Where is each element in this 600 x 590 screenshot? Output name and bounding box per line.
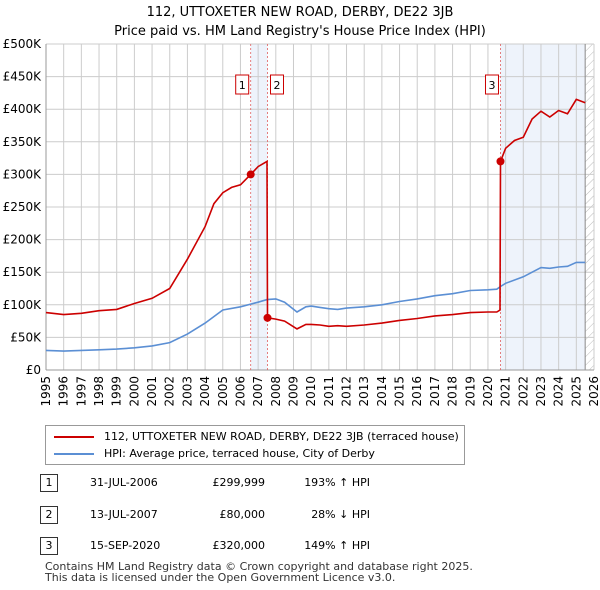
x-tick-label: 2021	[499, 376, 513, 407]
x-tick-label: 2024	[552, 376, 566, 407]
x-tick-label: 2025	[569, 376, 583, 407]
sale-point-1	[246, 170, 255, 179]
legend-item-property: 112, UTTOXETER NEW ROAD, DERBY, DE22 3JB…	[54, 429, 459, 445]
x-tick-label: 2008	[269, 376, 283, 407]
x-tick-label: 1996	[57, 376, 71, 407]
sale-date: 13-JUL-2007	[90, 508, 158, 521]
sale-number: 3	[40, 537, 58, 555]
x-tick-label: 2014	[375, 376, 389, 407]
sale-number: 2	[40, 506, 58, 524]
legend-item-hpi: HPI: Average price, terraced house, City…	[54, 446, 375, 462]
x-tick-label: 2026	[587, 376, 600, 407]
x-tick-label: 2019	[463, 376, 477, 407]
sale-label: 1	[239, 79, 246, 92]
x-tick-label: 2011	[322, 376, 336, 407]
x-tick-label: 1997	[74, 376, 88, 407]
x-tick-label: 2006	[233, 376, 247, 407]
legend-label: HPI: Average price, terraced house, City…	[104, 447, 375, 460]
sale-hpi: 193% ↑ HPI	[304, 476, 370, 489]
x-tick-label: 2001	[145, 376, 159, 407]
x-tick-label: 1998	[92, 376, 106, 407]
sale-number: 1	[40, 474, 58, 492]
hpi-series-line	[45, 261, 586, 352]
x-tick-label: 2018	[446, 376, 460, 407]
x-tick-label: 2000	[127, 376, 141, 407]
x-tick-label: 2016	[410, 376, 424, 407]
sale-price: £80,000	[219, 508, 266, 521]
chart-subtitle: Price paid vs. HM Land Registry's House …	[114, 24, 486, 39]
y-tick-label: £350K	[3, 135, 43, 149]
legend: 112, UTTOXETER NEW ROAD, DERBY, DE22 3JB…	[45, 425, 465, 465]
sale-hpi: 149% ↑ HPI	[304, 539, 370, 552]
x-tick-label: 2007	[251, 376, 265, 407]
sale-label-box	[235, 74, 250, 95]
x-tick-label: 1995	[39, 376, 53, 407]
y-tick-label: £500K	[3, 37, 43, 51]
x-tick-label: 1999	[110, 376, 124, 407]
price-chart: 112, UTTOXETER NEW ROAD, DERBY, DE22 3JB…	[3, 5, 600, 407]
sale-price: £299,999	[212, 476, 266, 489]
x-tick-label: 2002	[163, 376, 177, 407]
sale-date: 15-SEP-2020	[90, 539, 161, 552]
table-row: 1 31-JUL-2006 £299,999 193% ↑ HPI	[40, 474, 440, 492]
x-tick-label: 2013	[357, 376, 371, 407]
x-tick-label: 2012	[340, 376, 354, 407]
x-tick-label: 2023	[534, 376, 548, 407]
sale-price: £320,000	[212, 539, 266, 552]
y-tick-label: £100K	[3, 298, 43, 312]
y-tick-label: £300K	[3, 167, 43, 181]
x-tick-label: 2005	[216, 376, 230, 407]
y-tick-label: £400K	[3, 102, 43, 116]
chart-title: 112, UTTOXETER NEW ROAD, DERBY, DE22 3JB	[147, 5, 454, 20]
x-tick-label: 2017	[428, 376, 442, 407]
sale-label: 3	[488, 79, 495, 92]
y-tick-label: £50K	[10, 330, 42, 344]
x-tick-label: 2003	[180, 376, 194, 407]
y-tick-label: £450K	[3, 70, 43, 84]
table-row: 3 15-SEP-2020 £320,000 149% ↑ HPI	[40, 537, 440, 555]
table-row: 2 13-JUL-2007 £80,000 28% ↓ HPI	[40, 506, 440, 524]
x-tick-label: 2020	[481, 376, 495, 407]
x-tick-label: 2022	[516, 376, 530, 407]
footer-copyright: Contains HM Land Registry data © Crown c…	[45, 560, 473, 573]
sale-point-2	[263, 313, 272, 322]
y-tick-label: £0	[26, 363, 41, 377]
y-tick-label: £150K	[3, 265, 43, 279]
sale-date: 31-JUL-2006	[90, 476, 158, 489]
property-series-line	[45, 98, 586, 330]
footer-license: This data is licensed under the Open Gov…	[45, 571, 396, 584]
sale-hpi: 28% ↓ HPI	[311, 508, 370, 521]
x-tick-label: 2009	[286, 376, 300, 407]
sale-point-3	[496, 157, 505, 166]
x-tick-label: 2004	[198, 376, 212, 407]
legend-label: 112, UTTOXETER NEW ROAD, DERBY, DE22 3JB…	[104, 430, 459, 443]
x-tick-label: 2010	[304, 376, 318, 407]
sale-label: 2	[273, 79, 280, 92]
sale-label-box	[484, 74, 499, 95]
y-tick-label: £250K	[3, 200, 43, 214]
y-tick-label: £200K	[3, 233, 43, 247]
x-tick-label: 2015	[393, 376, 407, 407]
sale-label-box	[269, 74, 284, 95]
